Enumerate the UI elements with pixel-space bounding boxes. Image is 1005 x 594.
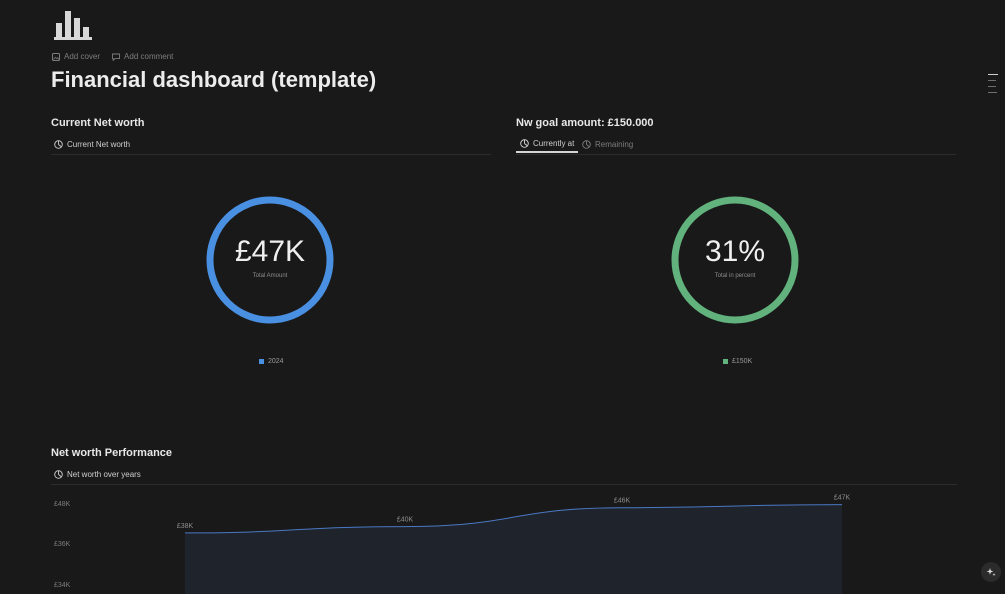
net-worth-tabbar: Current Net worth [51,136,491,155]
page-title: Financial dashboard (template) [51,67,377,92]
goal-donut[interactable]: 31% Total in percent [669,194,801,326]
toc-item[interactable] [988,80,996,81]
toc-item[interactable] [988,86,996,87]
ai-assistant-button[interactable] [981,562,1001,582]
net-worth-heading: Current Net worth [51,117,145,129]
toc-item[interactable] [988,74,998,75]
y-tick-label: £48K [54,501,71,508]
goal-legend: £150K [723,358,752,365]
legend-label: £150K [732,358,753,365]
toc-item[interactable] [988,92,997,93]
area-fill [185,504,842,594]
tab-label: Remaining [595,140,634,149]
legend-swatch [723,359,728,364]
tab-currently-at[interactable]: Currently at [516,136,579,153]
donut-center: 31% Total in percent [669,194,801,326]
data-label: £38K [177,523,194,530]
comment-icon [112,53,120,61]
image-icon [52,52,60,61]
legend-label: 2024 [268,358,284,365]
table-of-contents[interactable] [988,74,998,93]
tab-current-net-worth[interactable]: Current Net worth [54,136,130,153]
add-comment-label: Add comment [124,52,174,61]
chart-view-icon [582,140,591,149]
area-line [184,504,843,534]
tab-label: Current Net worth [67,140,131,149]
goal-heading: Nw goal amount: £150.000 [516,117,654,129]
chart-view-icon [54,470,63,479]
net-worth-legend: 2024 [259,358,284,365]
y-tick-label: £36K [54,541,71,548]
chart-view-icon [520,139,529,148]
sparkle-icon [986,568,996,577]
donut-ring [206,196,334,324]
data-labels: £38K £40K £46K £47K [177,495,851,530]
net-worth-area-chart[interactable]: £48K £36K £34K £38K £40K £46K £47K [0,490,1005,594]
tab-label: Net worth over years [67,470,141,479]
goal-caption: Total in percent [714,273,756,279]
donut-ring [671,196,799,324]
add-cover-button[interactable]: Add cover [52,52,100,61]
add-comment-button[interactable]: Add comment [112,52,173,61]
data-label: £47K [834,495,851,502]
data-label: £46K [614,498,631,505]
bar-chart-icon[interactable] [54,9,92,41]
chart-view-icon [54,140,63,149]
net-worth-donut[interactable]: £47K Total Amount [204,194,336,326]
performance-heading: Net worth Performance [51,447,173,459]
data-label: £40K [397,517,414,524]
net-worth-caption: Total Amount [252,273,288,279]
goal-value: 31% [704,235,766,268]
y-axis: £48K £36K £34K [54,501,71,589]
page-actions: Add cover Add comment [52,52,173,61]
tab-remaining[interactable]: Remaining [582,136,633,153]
net-worth-value: £47K [234,235,306,268]
legend-swatch [259,359,264,364]
y-tick-label: £34K [54,582,71,589]
donut-center: £47K Total Amount [204,194,336,326]
goal-tabbar: Currently at Remaining [516,136,956,155]
tab-label: Currently at [533,139,575,148]
performance-tabbar: Net worth over years [51,466,957,485]
tab-net-worth-over-years[interactable]: Net worth over years [54,466,141,483]
add-cover-label: Add cover [64,52,101,61]
